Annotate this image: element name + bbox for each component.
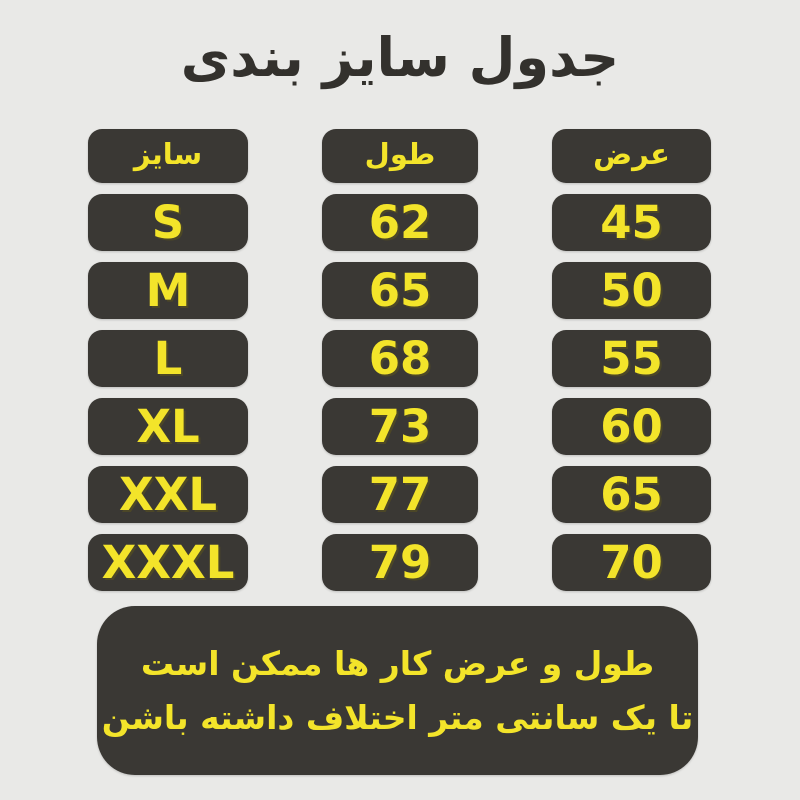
note-line-1: طول و عرض کار ها ممکن است (140, 644, 655, 684)
length-cell: 68 (322, 330, 478, 387)
length-cell: 79 (322, 534, 478, 591)
column-header-width: عرض (552, 129, 711, 183)
size-cell: L (88, 330, 248, 387)
page-title: جدول سایز بندی (180, 26, 620, 89)
length-cell: 65 (322, 262, 478, 319)
length-cell: 62 (322, 194, 478, 251)
size-cell: XL (88, 398, 248, 455)
width-cell: 65 (552, 466, 711, 523)
size-cell: M (88, 262, 248, 319)
size-cell: S (88, 194, 248, 251)
column-header-length: طول (322, 129, 478, 183)
size-cell: XXXL (88, 534, 248, 591)
column-header-size: سایز (88, 129, 248, 183)
length-cell: 73 (322, 398, 478, 455)
length-cell: 77 (322, 466, 478, 523)
width-cell: 60 (552, 398, 711, 455)
width-cell: 70 (552, 534, 711, 591)
width-cell: 55 (552, 330, 711, 387)
size-cell: XXL (88, 466, 248, 523)
width-cell: 50 (552, 262, 711, 319)
note-box: طول و عرض کار ها ممکن است تا یک سانتی مت… (97, 606, 698, 775)
size-table: سایز طول عرض S 62 45 M 65 50 L 68 55 XL 73 60 XXL 77 65 XX… (88, 129, 711, 591)
width-cell: 45 (552, 194, 711, 251)
note-line-2: تا یک سانتی متر اختلاف داشته باشن (101, 697, 694, 737)
